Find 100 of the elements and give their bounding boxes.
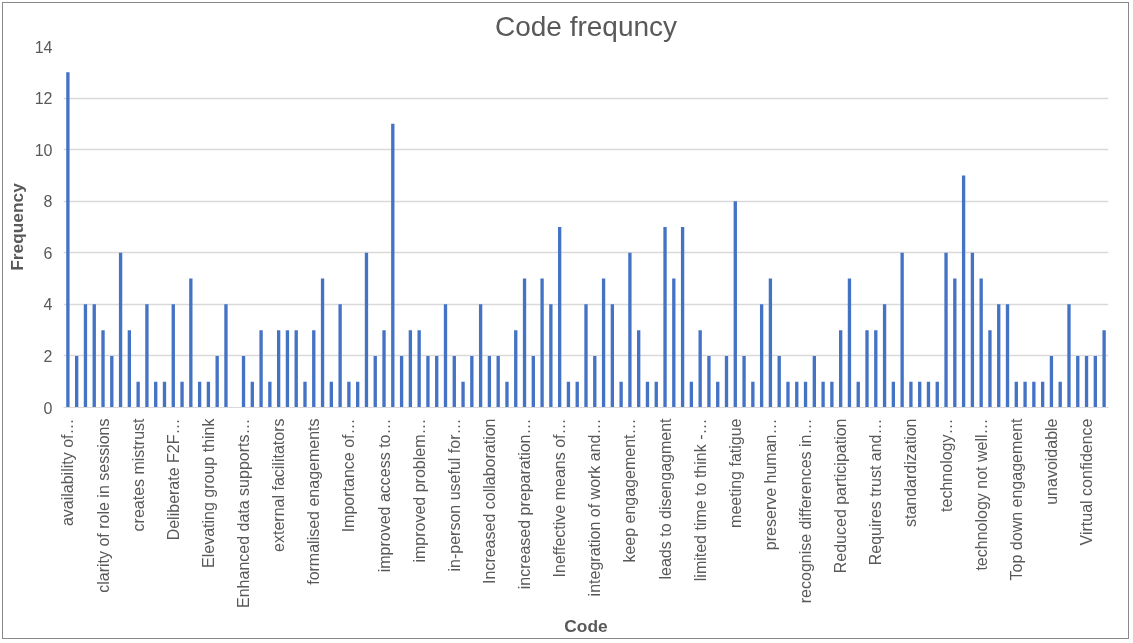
x-tick-label: improved problem… [410, 418, 428, 563]
bar [663, 227, 667, 408]
x-tick-label: Top down engagement [1007, 417, 1025, 581]
bar [900, 252, 904, 408]
bar [478, 304, 483, 408]
x-tick-label: Enhanced data supports… [235, 418, 253, 608]
x-tick-label: integration of work and… [586, 418, 604, 597]
x-tick-label: technology not well… [972, 418, 990, 571]
x-tick-label: Importance of… [340, 418, 358, 533]
y-tick-label: 14 [34, 38, 53, 56]
x-tick-label: formalised enagements [305, 418, 323, 585]
bar [961, 175, 966, 408]
chart-title: Code frequncy [494, 10, 678, 42]
bar [874, 330, 878, 408]
bar [259, 330, 263, 408]
bar [118, 252, 123, 408]
bar [1102, 330, 1106, 408]
y-tick-label: 0 [43, 399, 53, 417]
x-tick-label: availability of… [59, 418, 77, 527]
bar [759, 304, 764, 408]
bar [786, 381, 790, 408]
bar [619, 381, 623, 408]
x-tick-label: preserve human… [761, 418, 779, 551]
bar [303, 381, 307, 408]
bar [294, 330, 298, 408]
x-tick-label: limited time to think -… [691, 418, 709, 582]
x-tick-label: Requires trust and… [867, 418, 885, 566]
bar [970, 252, 975, 408]
bar [92, 304, 96, 408]
bar [312, 330, 316, 408]
bar [101, 330, 105, 408]
x-tick-label: external facilitators [270, 418, 288, 552]
x-tick-label: unavoidable [1042, 418, 1060, 505]
y-tick-label: 4 [43, 296, 53, 314]
bar [426, 355, 430, 408]
bar [470, 355, 474, 408]
bar [347, 381, 351, 408]
bar [276, 330, 281, 408]
x-tick-label: keep engagement… [621, 418, 639, 563]
bar [997, 304, 1001, 408]
bar [549, 304, 553, 408]
bar [505, 381, 509, 408]
bar [944, 252, 948, 408]
x-tick-label: increased preparation… [516, 418, 534, 590]
bar [584, 304, 588, 408]
bar [698, 330, 702, 408]
bar [821, 381, 825, 408]
bar [180, 381, 184, 408]
y-axis-title: Frequency [6, 182, 27, 271]
bar [145, 304, 149, 408]
bar [66, 72, 70, 408]
x-tick-label: Elevating group think [199, 417, 217, 568]
bar [382, 330, 386, 408]
bar [514, 330, 518, 408]
bar [285, 330, 290, 408]
y-tick-label: 8 [43, 193, 53, 211]
x-tick-label: in-person useful for… [445, 418, 463, 572]
bar [417, 330, 421, 408]
x-tick-label: leads to disengagment [656, 417, 674, 580]
x-tick-label: technology… [937, 418, 955, 512]
bar [988, 330, 992, 408]
bar [540, 278, 544, 408]
bar [136, 381, 140, 408]
bar [557, 227, 562, 408]
bar [127, 330, 132, 408]
bar [408, 330, 413, 408]
bar [882, 304, 887, 408]
bar [1023, 381, 1027, 408]
bar [637, 330, 641, 408]
bar [909, 381, 913, 408]
bar [628, 252, 632, 408]
bar [751, 381, 755, 408]
bar [1032, 381, 1036, 408]
bar [830, 381, 834, 408]
x-tick-label: Increased collaboration [480, 418, 498, 584]
bar [443, 304, 448, 408]
bar [865, 330, 869, 408]
bar [839, 330, 843, 408]
bar [338, 304, 342, 408]
x-tick-label: Virtual confidence [1078, 418, 1096, 546]
x-tick-label: Deliberate F2F… [164, 418, 182, 541]
x-tick-label: creates mistrust [129, 417, 147, 532]
x-tick-label: Ineffective means of… [551, 418, 569, 578]
bar [268, 381, 272, 408]
bar [742, 355, 746, 408]
bar [1005, 304, 1010, 408]
bar [83, 304, 88, 408]
bar [1067, 304, 1071, 408]
bar [189, 278, 193, 408]
y-tick-label: 10 [34, 141, 53, 159]
y-tick-label: 6 [43, 244, 53, 262]
x-axis-title: Code [564, 615, 609, 636]
bar [224, 304, 228, 408]
bar [610, 304, 615, 408]
x-tick-label: recognise differences in… [797, 418, 815, 604]
y-tick-label: 2 [43, 347, 53, 365]
bar [733, 201, 737, 408]
bar [171, 304, 175, 408]
bar [979, 278, 983, 408]
y-tick-label: 12 [34, 90, 53, 108]
